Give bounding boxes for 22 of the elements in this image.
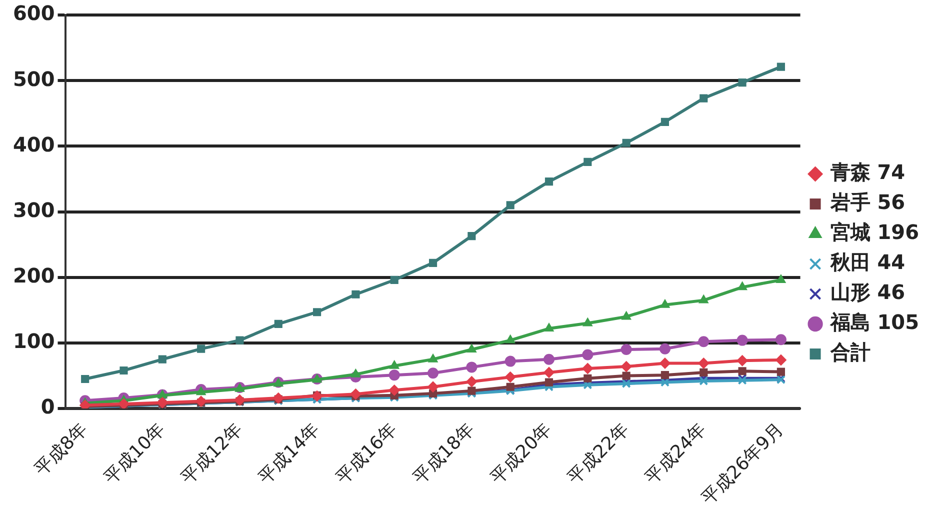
- x-tick-label: 平成18年: [409, 419, 479, 488]
- x-tick-label: 平成20年: [486, 419, 556, 488]
- x-tick-label: 平成14年: [254, 419, 324, 488]
- y-tick-label: 0: [40, 394, 55, 419]
- legend-label: 宮城 196: [830, 220, 920, 244]
- legend-label: 岩手 56: [829, 190, 906, 214]
- y-tick-label: 100: [13, 329, 55, 354]
- legend-label: 合計: [829, 340, 870, 364]
- x-tick-label: 平成10年: [100, 419, 170, 488]
- legend-label: 青森 74: [829, 160, 906, 184]
- legend-label: 秋田 44: [829, 250, 906, 274]
- y-tick-label: 400: [13, 132, 55, 156]
- x-tick-label: 平成22年: [564, 419, 634, 488]
- legend-label: 福島 105: [829, 310, 920, 334]
- y-tick-label: 300: [13, 198, 55, 222]
- y-tick-label: 600: [13, 1, 55, 26]
- x-tick-label: 平成12年: [177, 419, 247, 488]
- y-tick-label: 200: [13, 264, 55, 288]
- legend-label: 山形 46: [830, 280, 906, 304]
- y-tick-label: 500: [13, 66, 55, 91]
- x-tick-label: 平成8年: [30, 419, 92, 480]
- x-tick-label: 平成16年: [332, 419, 402, 488]
